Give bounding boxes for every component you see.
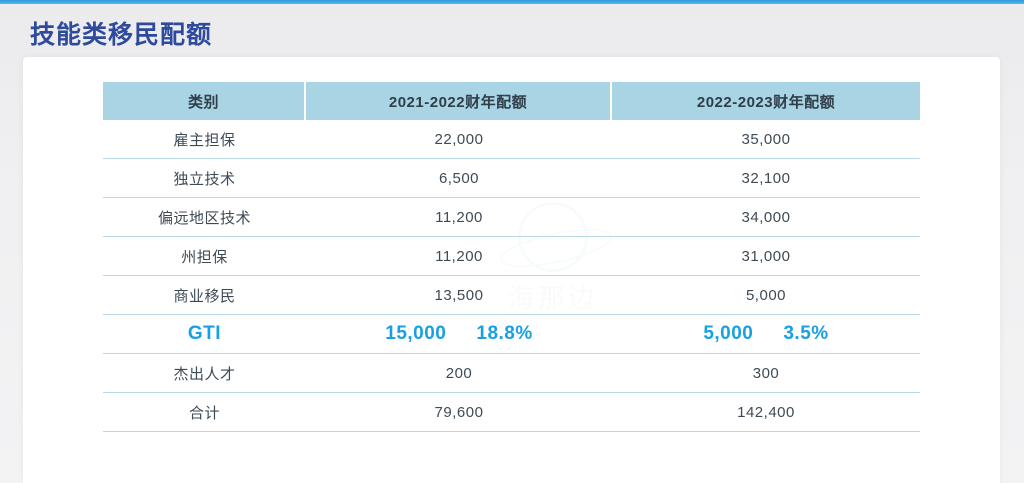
category-cell: 杰出人才 <box>173 365 236 383</box>
column-header-fy2122: 2021-2022财年配额 <box>306 82 612 120</box>
page-title: 技能类移民配额 <box>30 21 213 49</box>
fy2223-value: 5,000 <box>703 323 754 344</box>
quota-table: 类别 2021-2022财年配额 2022-2023财年配额 雇主担保 22,0… <box>103 82 920 432</box>
table-row-gti: GTI 15,000 18.8% 5,000 3.5% <box>103 315 920 354</box>
table-row-total: 合计 79,600 142,400 <box>103 393 920 432</box>
fy2122-cell: 22,000 <box>434 130 484 148</box>
fy2223-cell: 35,000 <box>741 130 791 148</box>
table-header-row: 类别 2021-2022财年配额 2022-2023财年配额 <box>103 82 920 120</box>
category-cell: 偏远地区技术 <box>157 209 251 227</box>
table-row-distinguished-talent: 杰出人才 200 300 <box>103 354 920 393</box>
category-cell: 合计 <box>188 404 220 422</box>
fy2223-cell: 32,100 <box>741 169 791 187</box>
fy2223-cell: 31,000 <box>741 247 791 265</box>
category-cell: 雇主担保 <box>173 131 236 149</box>
fy2122-cell: 13,500 <box>434 286 484 304</box>
top-accent-bar <box>0 0 1024 4</box>
fy2122-value: 15,000 <box>385 323 447 344</box>
table-row-independent-skilled: 独立技术 6,500 32,100 <box>103 159 920 198</box>
fy2122-cell: 11,200 <box>435 247 483 265</box>
fy2122-percent: 18.8% <box>476 323 533 344</box>
fy2122-cell: 200 <box>445 364 473 382</box>
fy2223-percent: 3.5% <box>783 323 829 344</box>
fy2223-cell: 34,000 <box>741 208 791 226</box>
fy2122-cell: 6,500 <box>438 169 480 187</box>
fy2122-cell: 15,000 18.8% <box>306 323 612 345</box>
fy2223-cell: 300 <box>752 364 780 382</box>
content-card: 海那边 类别 2021-2022财年配额 2022-2023财年配额 雇主担保 … <box>23 57 1000 483</box>
fy2223-cell: 142,400 <box>737 403 795 421</box>
fy2122-cell: 11,200 <box>435 208 483 226</box>
category-cell: 州担保 <box>181 248 228 266</box>
category-cell: GTI <box>187 323 222 344</box>
category-cell: 独立技术 <box>173 170 236 188</box>
column-header-category: 类别 <box>103 82 306 120</box>
column-header-fy2223: 2022-2023财年配额 <box>696 93 836 111</box>
fy2223-cell: 5,000 3.5% <box>612 323 920 345</box>
table-row-business-migration: 商业移民 13,500 5,000 <box>103 276 920 315</box>
fy2122-cell: 79,600 <box>434 403 484 421</box>
table-row-state-sponsored: 州担保 11,200 31,000 <box>103 237 920 276</box>
fy2223-cell: 5,000 <box>745 286 787 304</box>
table-row-employer-sponsored: 雇主担保 22,000 35,000 <box>103 120 920 159</box>
category-cell: 商业移民 <box>173 287 236 305</box>
table-row-regional-skilled: 偏远地区技术 11,200 34,000 <box>103 198 920 237</box>
